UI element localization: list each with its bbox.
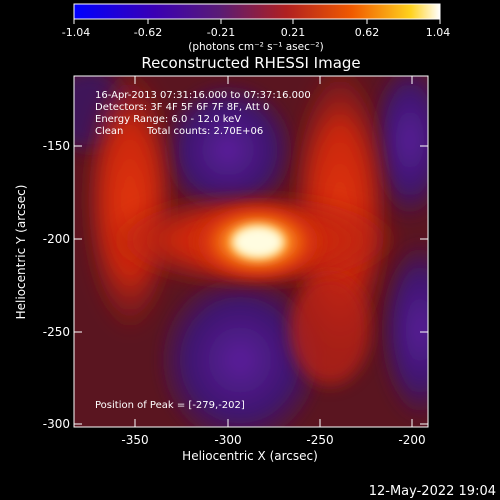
peak-position-annotation: Position of Peak = [-279,-202] (95, 400, 245, 411)
x-axis-label: Heliocentric X (arcsec) (182, 449, 318, 463)
energy-range-annotation: Energy Range: 6.0 - 12.0 keV (95, 114, 241, 125)
y-tick-label: -200 (43, 232, 70, 246)
colorbar (73, 3, 441, 20)
x-tick-label: -250 (306, 433, 333, 447)
detectors-annotation: Detectors: 3F 4F 5F 6F 7F 8F, Att 0 (95, 102, 269, 113)
colorbar-tick-label: -0.21 (207, 26, 235, 39)
colorbar-tick-label: -1.04 (62, 26, 90, 39)
y-axis-ticks (74, 145, 428, 425)
colorbar-tick-label: 1.04 (426, 26, 451, 39)
rhessi-image (74, 76, 428, 427)
colorbar-ticks (73, 19, 441, 24)
colorbar-units: (photons cm⁻² s⁻¹ asec⁻²) (188, 41, 323, 53)
colorbar-tick-label: 0.21 (281, 26, 306, 39)
chart-title: Reconstructed RHESSI Image (141, 54, 360, 72)
time-range-annotation: 16-Apr-2013 07:31:16.000 to 07:37:16.000 (95, 90, 311, 101)
x-tick-label: -200 (398, 433, 425, 447)
y-tick-label: -300 (43, 417, 70, 431)
x-tick-label: -350 (121, 433, 148, 447)
x-tick-label: -300 (214, 433, 241, 447)
colorbar-tick-label: -0.62 (134, 26, 162, 39)
render-timestamp: 12-May-2022 19:04 (369, 484, 496, 499)
x-axis-ticks (134, 76, 413, 427)
y-tick-label: -250 (43, 325, 70, 339)
total-counts-annotation: Total counts: 2.70E+06 (146, 126, 263, 137)
y-tick-label: -150 (43, 139, 70, 153)
plot-frame (73, 75, 429, 428)
method-annotation: Clean (95, 126, 123, 137)
y-axis-label: Heliocentric Y (arcsec) (14, 185, 28, 320)
colorbar-tick-label: 0.62 (355, 26, 380, 39)
